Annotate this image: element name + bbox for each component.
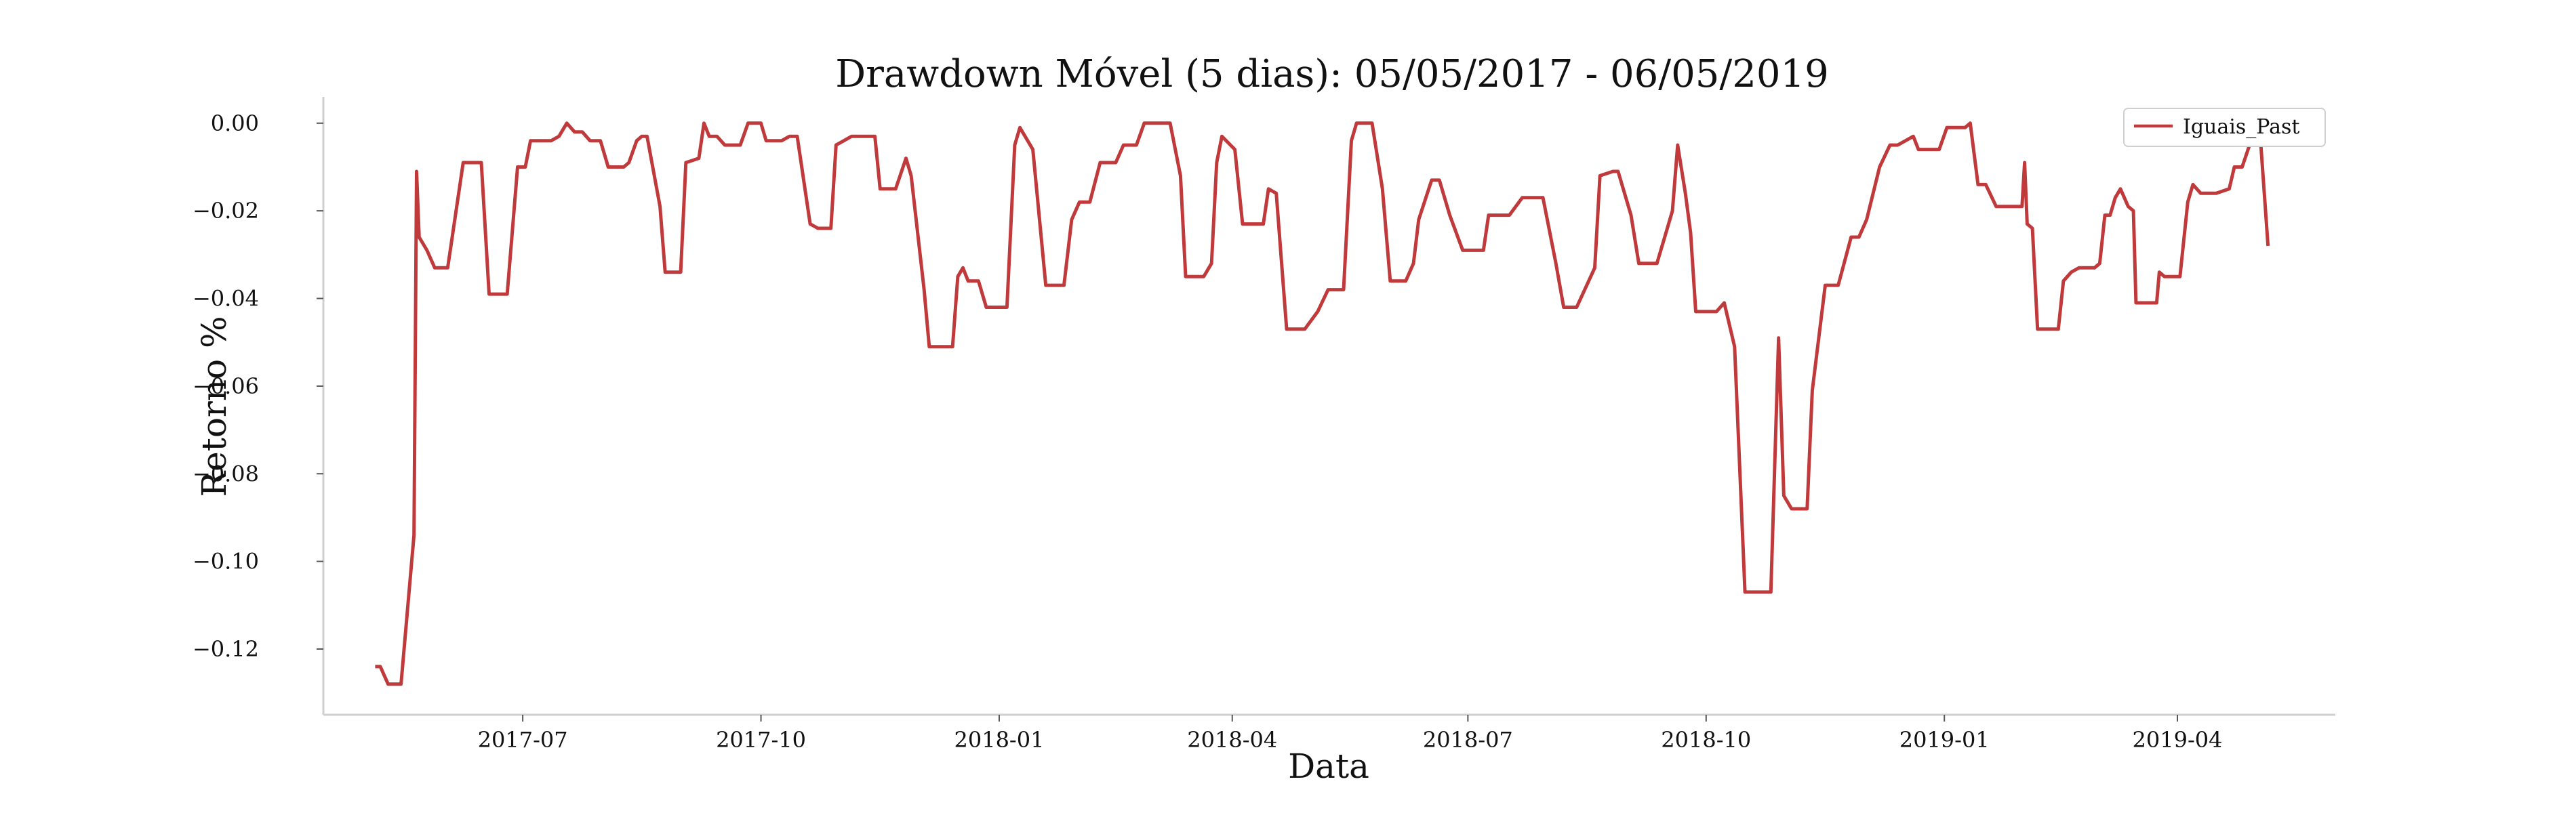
series-lines xyxy=(375,121,2270,686)
y-axis-label: Retorno % xyxy=(195,316,234,497)
x-axis-label: Data xyxy=(1288,747,1369,786)
series-line-iguais-past xyxy=(375,121,2270,686)
x-tick-label: 2018-01 xyxy=(954,727,1044,753)
y-tick-label: −0.04 xyxy=(193,286,259,312)
y-tick-label: 0.00 xyxy=(211,110,259,136)
x-tick-label: 2018-10 xyxy=(1661,727,1751,753)
legend: Iguais_Past xyxy=(2123,108,2326,147)
plot-area: 0.00 −0.02 −0.04 −0.06 −0.08 −0.10 −0.12 2017-… xyxy=(193,97,2335,753)
x-tick-label: 2019-04 xyxy=(2133,727,2223,753)
x-tick-label: 2017-07 xyxy=(478,727,568,753)
legend-frame xyxy=(2123,108,2326,147)
y-tick-label: −0.08 xyxy=(193,461,259,486)
x-axis-ticks: 2017-07 2017-10 2018-01 2018-04 2018-07 2018-… xyxy=(478,715,2223,753)
y-tick-label: −0.02 xyxy=(193,198,259,224)
x-tick-label: 2018-07 xyxy=(1423,727,1513,753)
chart-title: Drawdown Móvel (5 dias): 05/05/2017 - 06… xyxy=(835,52,1829,96)
x-tick-label: 2018-04 xyxy=(1187,727,1277,753)
x-tick-label: 2019-01 xyxy=(1899,727,1990,753)
legend-label: Iguais_Past xyxy=(2183,115,2299,139)
y-axis-ticks: 0.00 −0.02 −0.04 −0.06 −0.08 −0.10 −0.12 xyxy=(193,110,323,662)
x-tick-label: 2017-10 xyxy=(716,727,806,753)
y-tick-label: −0.12 xyxy=(193,636,259,662)
y-tick-label: −0.06 xyxy=(193,373,259,399)
y-tick-label: −0.10 xyxy=(193,549,259,575)
